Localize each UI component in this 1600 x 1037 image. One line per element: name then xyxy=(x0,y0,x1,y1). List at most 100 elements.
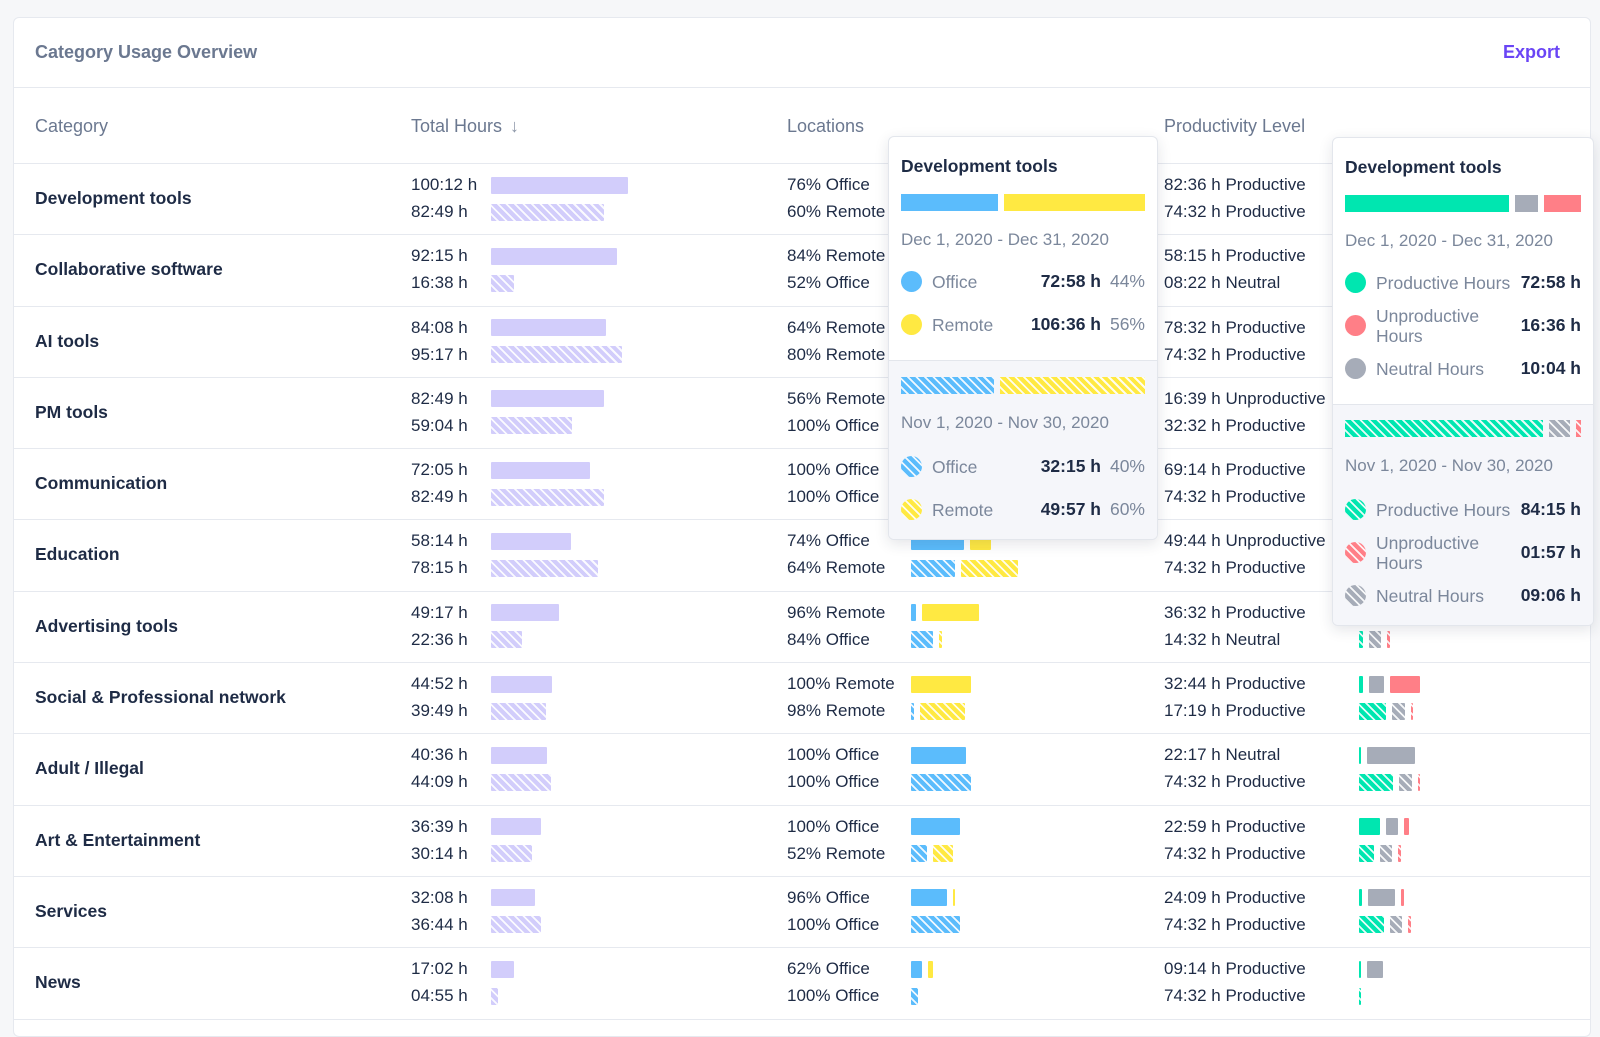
column-header-total-hours[interactable]: Total Hours ↓ xyxy=(411,116,519,137)
total-segment xyxy=(491,604,559,622)
productivity-previous[interactable]: 74:32 h Productive xyxy=(1164,486,1452,508)
location-bar[interactable] xyxy=(911,746,966,764)
locations-current[interactable]: 96% Remote xyxy=(787,602,979,624)
locations-previous[interactable]: 100% Office xyxy=(787,914,961,936)
productivity-previous[interactable]: 14:32 h Neutral xyxy=(1164,629,1391,651)
locations-previous[interactable]: 100% Office xyxy=(787,985,918,1007)
productivity-previous[interactable]: 08:22 h Neutral xyxy=(1164,272,1387,294)
productivity-current[interactable]: 09:14 h Productive xyxy=(1164,958,1384,980)
category-name: Education xyxy=(35,544,120,565)
unproductive-segment xyxy=(1403,818,1410,836)
productivity-current[interactable]: 58:15 h Productive xyxy=(1164,245,1454,267)
productivity-bar[interactable] xyxy=(1359,916,1411,934)
productivity-previous[interactable]: 74:32 h Productive xyxy=(1164,843,1402,865)
table-row[interactable]: Art & Entertainment 36:39 h 100% Office 22:… xyxy=(14,806,1590,877)
location-bar[interactable] xyxy=(911,916,961,934)
productivity-current[interactable]: 36:32 h Productive xyxy=(1164,602,1418,624)
locations-previous[interactable]: 100% Office xyxy=(787,415,970,437)
locations-previous[interactable]: 64% Remote xyxy=(787,557,1019,579)
table-row[interactable]: Social & Professional network 44:52 h 100%… xyxy=(14,663,1590,735)
locations-previous[interactable]: 52% Remote xyxy=(787,843,953,865)
productivity-current[interactable]: 69:14 h Productive xyxy=(1164,459,1446,481)
card-header: Category Usage Overview Export xyxy=(14,18,1590,88)
locations-previous[interactable]: 80% Remote xyxy=(787,344,1013,366)
productivity-bar[interactable] xyxy=(1359,889,1404,907)
export-button[interactable]: Export xyxy=(1502,42,1560,62)
locations-current[interactable]: 100% Office xyxy=(787,459,983,481)
column-header-productivity[interactable]: Productivity Level xyxy=(1164,116,1306,136)
locations-current[interactable]: 76% Office xyxy=(787,174,1026,196)
location-label: 74% Office xyxy=(787,531,870,551)
total-segment xyxy=(491,631,522,649)
office-segment xyxy=(911,631,933,649)
productivity-bar[interactable] xyxy=(1359,845,1402,863)
productive-segment xyxy=(1359,773,1394,791)
arrow-down-icon[interactable]: ↓ xyxy=(510,116,520,136)
productivity-label: 74:32 h Productive xyxy=(1164,202,1306,221)
productivity-bar[interactable] xyxy=(1359,987,1361,1005)
productivity-previous[interactable]: 74:32 h Productive xyxy=(1164,985,1361,1007)
table-row[interactable]: News 17:02 h 62% Office 09:14 h Productive 0… xyxy=(14,948,1590,1020)
productivity-bar[interactable] xyxy=(1359,675,1421,693)
productivity-previous[interactable]: 74:32 h Productive xyxy=(1164,771,1421,793)
total-hours-previous: 59:04 h xyxy=(411,415,572,437)
location-label: 98% Remote xyxy=(787,701,886,721)
productivity-bar[interactable] xyxy=(1359,631,1391,649)
productivity-current[interactable]: 32:44 h Productive xyxy=(1164,673,1421,695)
table-row[interactable]: Adult / Illegal 40:36 h 100% Office 22:17 h… xyxy=(14,734,1590,806)
productivity-previous[interactable]: 32:32 h Productive xyxy=(1164,415,1417,437)
productivity-bar[interactable] xyxy=(1359,702,1414,720)
productivity-previous[interactable]: 17:19 h Productive xyxy=(1164,700,1414,722)
productivity-current[interactable]: 49:44 h Unproductive xyxy=(1164,530,1434,552)
location-label: 52% Remote xyxy=(787,843,886,863)
productivity-bar[interactable] xyxy=(1359,746,1415,764)
column-header-category[interactable]: Category xyxy=(35,116,109,136)
locations-current[interactable]: 64% Remote xyxy=(787,317,1000,339)
location-bar[interactable] xyxy=(911,604,979,622)
locations-previous[interactable]: 100% Office xyxy=(787,771,972,793)
location-bar[interactable] xyxy=(911,559,1019,577)
locations-previous[interactable]: 84% Office xyxy=(787,629,942,651)
tooltip-date-range: Dec 1, 2020 - Dec 31, 2020 xyxy=(901,230,1109,249)
productivity-current[interactable]: 22:59 h Productive xyxy=(1164,816,1410,838)
locations-previous[interactable]: 100% Office xyxy=(787,486,994,508)
locations-current[interactable]: 100% Office xyxy=(787,744,966,766)
productivity-current[interactable]: 16:39 h Unproductive xyxy=(1164,388,1440,410)
productivity-bar[interactable] xyxy=(1359,818,1410,836)
productivity-previous[interactable]: 74:32 h Productive xyxy=(1164,201,1452,223)
location-bar[interactable] xyxy=(911,889,956,907)
office-segment xyxy=(911,889,947,907)
productivity-previous[interactable]: 74:32 h Productive xyxy=(1164,344,1455,366)
locations-current[interactable]: 62% Office xyxy=(787,958,934,980)
productivity-current[interactable]: 22:17 h Neutral xyxy=(1164,744,1415,766)
locations-current[interactable]: 56% Remote xyxy=(787,388,998,410)
locations-current[interactable]: 96% Office xyxy=(787,887,956,909)
productivity-bar[interactable] xyxy=(1359,960,1384,978)
location-bar[interactable] xyxy=(911,960,934,978)
locations-current[interactable]: 100% Remote xyxy=(787,673,972,695)
locations-previous[interactable]: 60% Remote xyxy=(787,201,1000,223)
location-bar[interactable] xyxy=(911,818,961,836)
locations-current[interactable]: 84% Remote xyxy=(787,245,1007,267)
productivity-current[interactable]: 24:09 h Productive xyxy=(1164,887,1404,909)
locations-previous[interactable]: 98% Remote xyxy=(787,700,965,722)
productivity-previous[interactable]: 74:32 h Productive xyxy=(1164,914,1411,936)
location-bar[interactable] xyxy=(911,702,965,720)
remote-segment xyxy=(919,702,965,720)
table-row[interactable]: Services 32:08 h 96% Office 24:09 h Product… xyxy=(14,877,1590,949)
table-row[interactable]: Collaborative software 92:15 h 84% Remote 5… xyxy=(14,235,1590,307)
productivity-bar[interactable] xyxy=(1359,773,1421,791)
productivity-current[interactable]: 78:32 h Productive xyxy=(1164,317,1459,339)
location-bar[interactable] xyxy=(911,773,972,791)
location-bar[interactable] xyxy=(911,987,918,1005)
location-bar[interactable] xyxy=(911,675,972,693)
location-bar[interactable] xyxy=(911,845,953,863)
productivity-previous[interactable]: 74:32 h Productive xyxy=(1164,557,1448,579)
table-row[interactable]: Advertising tools 49:17 h 96% Remote 36:32 … xyxy=(14,592,1590,664)
location-bar[interactable] xyxy=(911,631,942,649)
productivity-current[interactable]: 82:36 h Productive xyxy=(1164,174,1473,196)
locations-current[interactable]: 74% Office xyxy=(787,530,991,552)
column-header-locations[interactable]: Locations xyxy=(787,116,865,136)
locations-current[interactable]: 100% Office xyxy=(787,816,961,838)
locations-previous[interactable]: 52% Office xyxy=(787,272,938,294)
